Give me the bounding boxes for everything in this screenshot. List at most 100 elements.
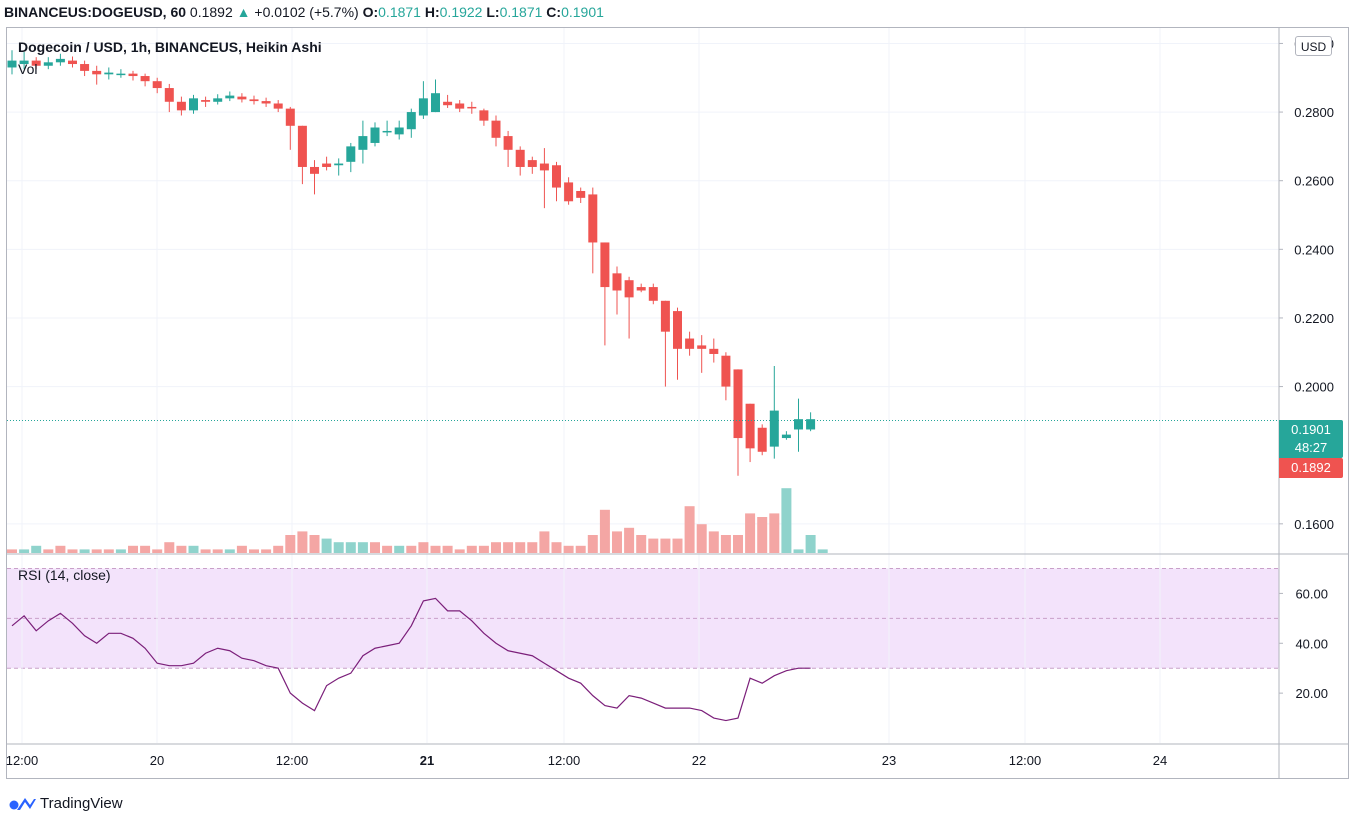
candle-body[interactable] (612, 273, 622, 291)
candle-body[interactable] (176, 101, 186, 111)
volume-bar (599, 509, 610, 553)
candle-body[interactable] (201, 100, 211, 102)
candle-body[interactable] (370, 127, 380, 143)
chart-frame[interactable] (6, 27, 1349, 779)
volume-bar (817, 549, 828, 553)
candle-body[interactable] (636, 287, 646, 291)
candle-body[interactable] (285, 108, 295, 126)
candle-body[interactable] (55, 58, 65, 63)
candle-body[interactable] (297, 125, 307, 167)
candle-body[interactable] (310, 166, 319, 174)
volume-bar (67, 549, 78, 553)
candle-body[interactable] (515, 149, 525, 167)
candle-body[interactable] (527, 160, 537, 167)
symbol-interval[interactable]: BINANCEUS:DOGEUSD, 60 (4, 4, 187, 20)
candle-body[interactable] (552, 165, 561, 188)
volume-bar (370, 542, 380, 553)
candle-body[interactable] (431, 93, 440, 113)
candle-body[interactable] (68, 60, 77, 65)
volume-bar (382, 545, 393, 553)
candle-body[interactable] (382, 130, 392, 133)
candle-body[interactable] (249, 99, 259, 102)
candle-body[interactable] (116, 73, 126, 76)
candle-body[interactable] (225, 95, 235, 99)
candle-body[interactable] (745, 403, 755, 449)
candle-body[interactable] (7, 60, 17, 68)
candle-body[interactable] (261, 101, 271, 104)
candle-body[interactable] (564, 182, 574, 202)
last-price: 0.1892 (189, 4, 233, 20)
candle-body[interactable] (31, 60, 41, 66)
candle-body[interactable] (140, 76, 150, 82)
candle-body[interactable] (733, 369, 743, 439)
candle-body[interactable] (406, 112, 416, 130)
candle-body[interactable] (757, 427, 767, 452)
candle-body[interactable] (418, 98, 428, 116)
candle-body[interactable] (660, 300, 670, 332)
rsi-legend[interactable]: RSI (14, close) (18, 567, 111, 583)
candle-body[interactable] (769, 410, 779, 447)
currency-button[interactable]: USD (1295, 36, 1332, 56)
candle-body[interactable] (467, 106, 477, 109)
volume-bar (805, 535, 816, 553)
candle-body[interactable] (43, 62, 53, 66)
volume-bar (781, 488, 792, 553)
rsi-series-line (11, 597, 811, 722)
volume-bar (515, 542, 526, 553)
candle-body[interactable] (164, 88, 174, 102)
candle-body[interactable] (648, 287, 658, 301)
candle-body[interactable] (455, 103, 465, 109)
candle-body[interactable] (92, 70, 102, 75)
candle-body[interactable] (394, 127, 404, 135)
candle-body[interactable] (588, 194, 598, 243)
volume-bar (672, 538, 683, 553)
candle-body[interactable] (80, 64, 90, 71)
candle-body[interactable] (781, 434, 791, 439)
volume-legend[interactable]: Vol (18, 61, 38, 77)
volume-bar (575, 545, 586, 553)
volume-bar (31, 545, 42, 553)
candle-body[interactable] (624, 280, 634, 298)
volume-bar (236, 545, 247, 553)
candle-body[interactable] (443, 101, 453, 106)
candle-body[interactable] (576, 190, 586, 198)
candle-body[interactable] (152, 81, 162, 89)
candle-body[interactable] (346, 146, 356, 162)
current-price: 0.1901 (1291, 422, 1331, 437)
candle-body[interactable] (685, 338, 695, 349)
volume-bar (551, 542, 562, 553)
candle-body[interactable] (721, 355, 731, 387)
candle-body[interactable] (503, 136, 513, 150)
low-value: 0.1871 (499, 4, 543, 20)
chart-title[interactable]: Dogecoin / USD, 1h, BINANCEUS, Heikin As… (18, 39, 322, 55)
candle-body[interactable] (189, 98, 198, 111)
candle-body[interactable] (213, 98, 223, 102)
candle-body[interactable] (539, 163, 549, 171)
candle-body[interactable] (709, 348, 719, 354)
candle-body[interactable] (697, 345, 707, 349)
candles[interactable] (7, 50, 816, 476)
volume-bar (636, 535, 647, 553)
candle-body[interactable] (673, 311, 682, 349)
volume-bar (297, 531, 308, 553)
volume-bar (394, 545, 405, 553)
candle-body[interactable] (491, 120, 501, 138)
candle-body[interactable] (600, 242, 610, 288)
price-tick-label: 0.2000 (1294, 380, 1334, 395)
candle-body[interactable] (358, 136, 368, 150)
candle-body[interactable] (334, 163, 344, 166)
high-value: 0.1922 (439, 4, 483, 20)
candle-body[interactable] (19, 60, 29, 65)
candle-body[interactable] (794, 419, 803, 430)
candle-body[interactable] (237, 96, 247, 100)
candle-body[interactable] (806, 419, 816, 430)
candle-body[interactable] (479, 110, 489, 121)
volume-bar (406, 545, 417, 553)
time-tick-label: 12:00 (548, 753, 581, 768)
candle-body[interactable] (273, 103, 283, 109)
candle-body[interactable] (128, 73, 138, 77)
candle-body[interactable] (322, 163, 332, 167)
tradingview-logo[interactable]: TradingView (8, 792, 123, 814)
candle-body[interactable] (104, 72, 114, 75)
